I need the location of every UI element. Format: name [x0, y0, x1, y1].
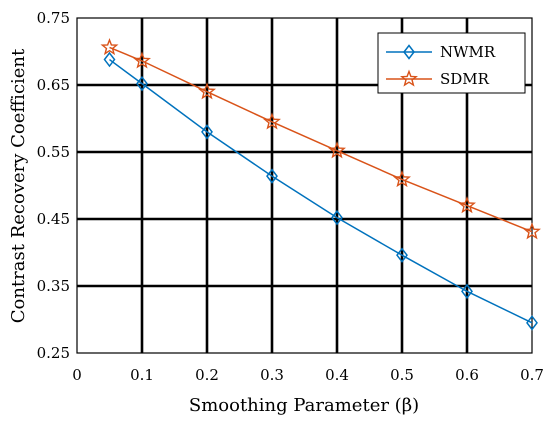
data-point-sdmr [198, 82, 216, 100]
legend-box [377, 32, 526, 94]
x-tick-label: 0.2 [195, 366, 219, 384]
y-tick-label: 0.25 [37, 344, 70, 362]
y-tick-label: 0.75 [37, 9, 70, 27]
legend: NWMR SDMR [377, 32, 526, 94]
series-line-sdmr [109, 46, 533, 233]
data-point-nwmr [266, 168, 278, 184]
tick-labels: 0 0.1 0.2 0.3 0.4 0.5 0.6 0.7 0.25 0.35 0.45 0.55 0.… [37, 9, 544, 384]
legend-symbol [403, 44, 415, 60]
data-point-nwmr [103, 51, 116, 68]
plot-frame [76, 17, 533, 354]
x-tick-label: 0.1 [130, 366, 154, 384]
y-tick-label: 0.35 [37, 277, 70, 295]
data-point-nwmr [396, 247, 408, 263]
x-axis-title: Smoothing Parameter (β) [189, 395, 419, 416]
x-tick-label: 0 [72, 366, 82, 384]
data-point-nwmr [201, 124, 213, 140]
series-layer [100, 38, 541, 331]
y-tick-label: 0.65 [37, 76, 70, 94]
y-tick-label: 0.55 [37, 143, 70, 161]
legend-marker-sdmr [400, 69, 418, 87]
data-point-sdmr [328, 141, 346, 159]
data-point-nwmr [136, 75, 148, 92]
data-point-sdmr [133, 51, 151, 69]
data-point-sdmr [458, 196, 476, 214]
legend-label-sdmr: SDMR [440, 70, 490, 88]
data-point-nwmr [331, 209, 343, 226]
x-tick-label: 0.3 [260, 366, 284, 384]
data-point-sdmr [393, 170, 411, 188]
x-tick-label: 0.4 [325, 366, 349, 384]
x-tick-label: 0.5 [390, 366, 414, 384]
y-tick-label: 0.45 [37, 210, 70, 228]
series-line-nwmr [109, 58, 533, 324]
data-point-nwmr [461, 283, 473, 300]
data-point-sdmr [100, 38, 119, 56]
x-tick-label: 0.7 [520, 366, 544, 384]
legend-marker-nwmr [403, 44, 415, 60]
x-tick-label: 0.6 [455, 366, 479, 384]
data-point-sdmr [523, 222, 541, 240]
legend-symbol [400, 69, 418, 87]
legend-label-nwmr: NWMR [440, 43, 496, 61]
y-axis-title: Contrast Recovery Coefficient [8, 48, 29, 323]
data-point-nwmr [526, 315, 538, 331]
data-point-sdmr [263, 112, 281, 130]
